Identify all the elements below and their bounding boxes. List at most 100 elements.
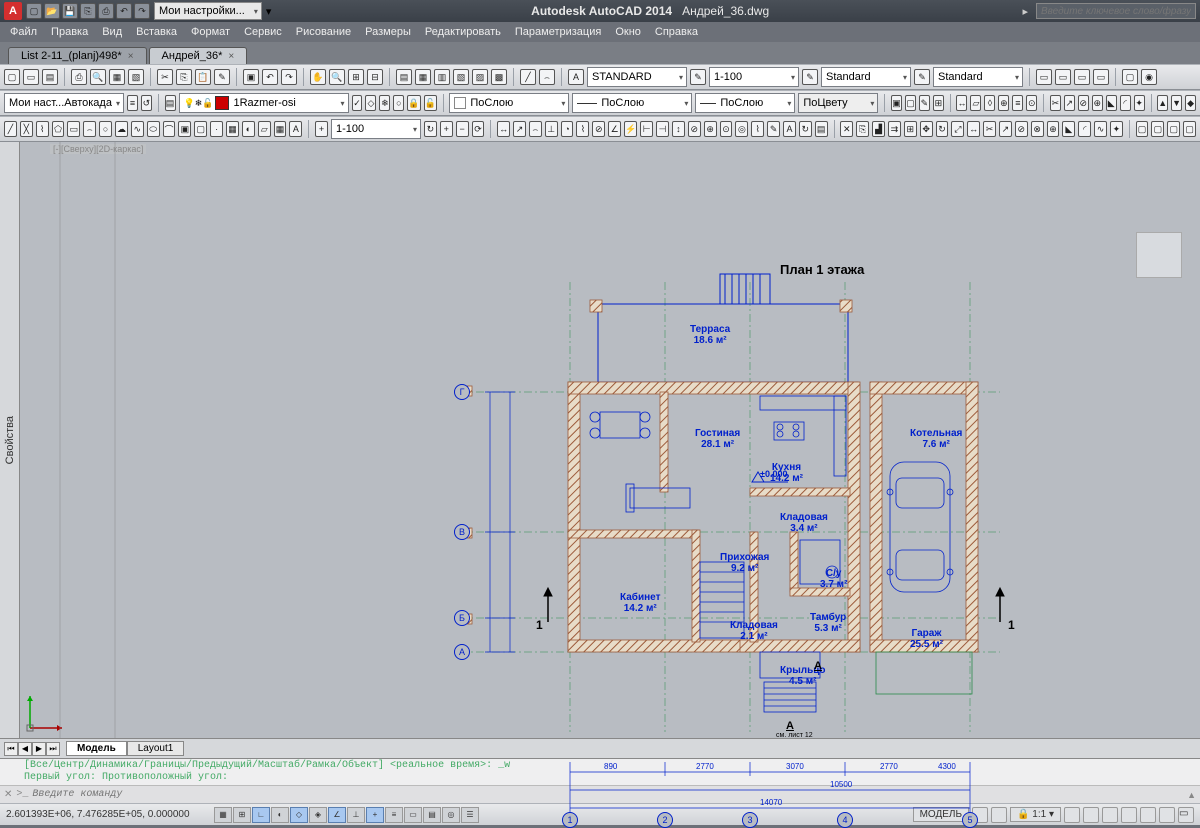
- textstyle-dlg-icon[interactable]: ✎: [690, 69, 706, 85]
- xref-icon[interactable]: ⊞: [933, 95, 944, 111]
- menu-Размеры[interactable]: Размеры: [365, 26, 411, 38]
- linetype-dropdown[interactable]: ПоСлою: [572, 93, 692, 113]
- fillet2-icon[interactable]: ◜: [1120, 95, 1131, 111]
- open-doc-icon[interactable]: ▭: [23, 69, 39, 85]
- vp2-icon[interactable]: ▭: [1055, 69, 1071, 85]
- anno-sync-icon[interactable]: ⟳: [472, 121, 485, 137]
- props-icon[interactable]: ▤: [396, 69, 412, 85]
- ortho-toggle[interactable]: ∟: [252, 807, 270, 823]
- layerstate-icon[interactable]: ▤: [165, 95, 176, 111]
- dim-jog-icon[interactable]: ⌇: [576, 121, 589, 137]
- quickview-dwg-icon[interactable]: [991, 807, 1007, 823]
- draw-mtext-icon[interactable]: A: [289, 121, 302, 137]
- vp3-icon[interactable]: ▭: [1074, 69, 1090, 85]
- help-search-input[interactable]: [1036, 3, 1196, 19]
- mod-offset-icon[interactable]: ⇉: [888, 121, 901, 137]
- dim-continue-icon[interactable]: ⊣: [656, 121, 669, 137]
- inspect-icon[interactable]: ◎: [735, 121, 748, 137]
- command-input[interactable]: [32, 789, 1183, 800]
- matchprop-icon[interactable]: ✎: [214, 69, 230, 85]
- dim-radius-icon[interactable]: ◔: [561, 121, 574, 137]
- dim-aligned-icon[interactable]: ↗: [513, 121, 526, 137]
- dim-baseline-icon[interactable]: ⊢: [640, 121, 653, 137]
- menu-Вставка[interactable]: Вставка: [136, 26, 177, 38]
- menu-Сервис[interactable]: Сервис: [244, 26, 282, 38]
- lwt-toggle[interactable]: ≡: [385, 807, 403, 823]
- dim-angular-icon[interactable]: ∠: [608, 121, 621, 137]
- workspace-selector[interactable]: Мои настройки...: [154, 2, 262, 20]
- anno-auto-icon[interactable]: [1083, 807, 1099, 823]
- menu-Рисование[interactable]: Рисование: [296, 26, 351, 38]
- draw-insert-icon[interactable]: ▣: [178, 121, 191, 137]
- block-insert-icon[interactable]: ▣: [891, 95, 902, 111]
- plotstyle-dropdown[interactable]: ПоЦвету: [798, 93, 878, 113]
- ex3-icon[interactable]: ▢: [1167, 121, 1180, 137]
- dist-icon[interactable]: ↔: [956, 95, 967, 111]
- layfrz-icon[interactable]: ❄: [379, 95, 390, 111]
- arc3-icon[interactable]: ⌢: [539, 69, 555, 85]
- cmd-menu-icon[interactable]: ▲: [1187, 790, 1196, 800]
- anno-scale-status[interactable]: 🔒 1:1 ▾: [1010, 807, 1061, 822]
- dcenter-icon[interactable]: ▦: [415, 69, 431, 85]
- mod-array-icon[interactable]: ⊞: [904, 121, 917, 137]
- modelspace-button[interactable]: МОДЕЛЬ: [913, 807, 969, 822]
- drawing-canvas[interactable]: [-][Сверху][2D-каркас] План 1 этажа: [20, 142, 1200, 738]
- id-icon[interactable]: ⊙: [1026, 95, 1037, 111]
- anno-update-icon[interactable]: ↻: [424, 121, 437, 137]
- text-style-dropdown[interactable]: STANDARD: [587, 67, 687, 87]
- dim-ord-icon[interactable]: ⊥: [545, 121, 558, 137]
- tool-a-icon[interactable]: ▲: [1157, 95, 1168, 111]
- grid-toggle[interactable]: ⊞: [233, 807, 251, 823]
- jogline-icon[interactable]: ⌇: [751, 121, 764, 137]
- dimedit-icon[interactable]: ✎: [767, 121, 780, 137]
- mod-fillet-icon[interactable]: ◜: [1078, 121, 1091, 137]
- color-dropdown[interactable]: ПоСлою: [449, 93, 569, 113]
- otrack-toggle[interactable]: ∠: [328, 807, 346, 823]
- draw-line-icon[interactable]: ╱: [4, 121, 17, 137]
- app-logo[interactable]: A: [4, 2, 22, 20]
- qcalc-icon[interactable]: ▩: [491, 69, 507, 85]
- osnap-toggle[interactable]: ◇: [290, 807, 308, 823]
- undo-icon[interactable]: ↶: [116, 3, 132, 19]
- dim-break-icon[interactable]: ⊘: [688, 121, 701, 137]
- ducs-toggle[interactable]: ⊥: [347, 807, 365, 823]
- dim-arc-icon[interactable]: ⌢: [529, 121, 542, 137]
- ex1-icon[interactable]: ▢: [1136, 121, 1149, 137]
- draw-gradient-icon[interactable]: ◐: [242, 121, 255, 137]
- draw-table-icon[interactable]: ▦: [274, 121, 287, 137]
- layiso-icon[interactable]: ◇: [365, 95, 376, 111]
- laylck-icon[interactable]: 🔒: [407, 95, 420, 111]
- block-edit-icon[interactable]: ✎: [919, 95, 930, 111]
- join2-icon[interactable]: ⊕: [1092, 95, 1103, 111]
- tab-layout1[interactable]: Layout1: [127, 741, 185, 756]
- explode2-icon[interactable]: ✦: [1134, 95, 1145, 111]
- draw-region-icon[interactable]: ▱: [258, 121, 271, 137]
- saveas-icon[interactable]: ⎘: [80, 3, 96, 19]
- break2-icon[interactable]: ⊘: [1078, 95, 1089, 111]
- snap-toggle[interactable]: ▦: [214, 807, 232, 823]
- mod-stretch-icon[interactable]: ↔: [967, 121, 980, 137]
- mod-blend-icon[interactable]: ∿: [1094, 121, 1107, 137]
- draw-arc-icon[interactable]: ⌢: [83, 121, 96, 137]
- ex4-icon[interactable]: ▢: [1183, 121, 1196, 137]
- anno-add-icon[interactable]: +: [440, 121, 453, 137]
- mod-extend-icon[interactable]: ↗: [999, 121, 1012, 137]
- mod-move-icon[interactable]: ✥: [920, 121, 933, 137]
- tool-b-icon[interactable]: ▼: [1171, 95, 1182, 111]
- layerprev-icon[interactable]: ↺: [141, 95, 152, 111]
- dimupdate-icon[interactable]: ↻: [799, 121, 812, 137]
- dimstyle-dropdown[interactable]: Standard: [821, 67, 911, 87]
- mod-rotate-icon[interactable]: ↻: [936, 121, 949, 137]
- mtext-icon[interactable]: A: [568, 69, 584, 85]
- sheetset-icon[interactable]: ▧: [453, 69, 469, 85]
- undo2-icon[interactable]: ↶: [262, 69, 278, 85]
- mod-copy-icon[interactable]: ⎘: [856, 121, 869, 137]
- isolate-icon[interactable]: [1159, 807, 1175, 823]
- qat-more-icon[interactable]: ▾: [266, 5, 278, 18]
- 3dosnap-toggle[interactable]: ◈: [309, 807, 327, 823]
- ws-switch-icon[interactable]: [1102, 807, 1118, 823]
- list-icon[interactable]: ≡: [1012, 95, 1023, 111]
- toolbar-lock-icon[interactable]: [1121, 807, 1137, 823]
- layermgr-icon[interactable]: ≡: [127, 95, 138, 111]
- draw-point-icon[interactable]: ·: [210, 121, 223, 137]
